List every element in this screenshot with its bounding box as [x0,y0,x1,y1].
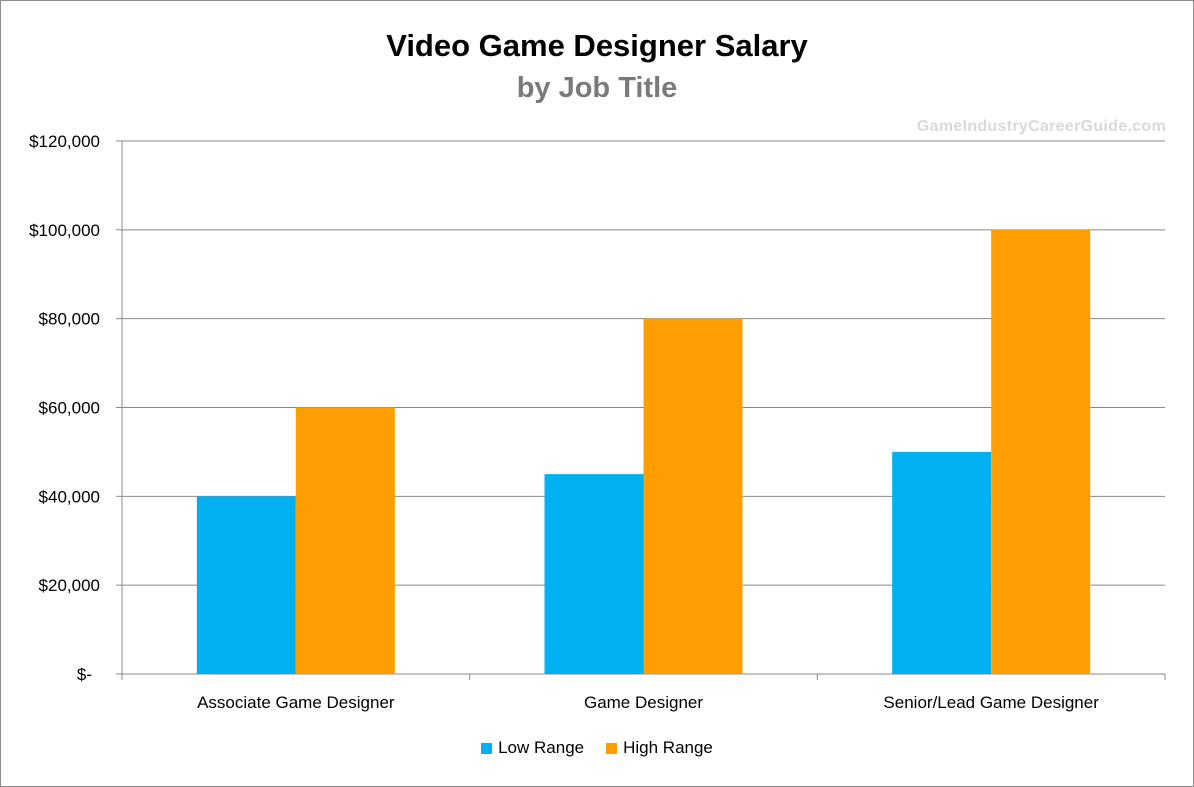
legend-label-high-range: High Range [623,738,713,757]
y-tick-label: $100,000 [29,221,100,240]
y-tick-label: $120,000 [29,132,100,151]
legend-item-high-range: High Range [606,738,713,758]
bar-high-range-3 [991,229,1091,675]
watermark: GameIndustryCareerGuide.com [916,118,1166,135]
legend: Low Range High Range [0,738,1194,758]
legend-label-low-range: Low Range [498,738,585,757]
bar-high-range-1 [295,407,395,674]
x-tick-label: Senior/Lead Game Designer [883,693,1099,712]
y-tick-label: $20,000 [39,576,100,595]
y-tick-label: $40,000 [39,487,100,506]
chart-subtitle: by Job Title [516,72,678,104]
y-tick-label: $80,000 [39,310,100,329]
y-tick-label: $60,000 [39,399,100,418]
legend-item-low-range: Low Range [481,738,584,758]
legend-swatch-low-range [481,742,493,754]
x-tick-label: Associate Game Designer [197,693,395,712]
bar-low-range-2 [544,474,644,674]
legend-swatch-high-range [606,742,618,754]
chart-title: Video Game Designer Salary [386,28,808,63]
bar-low-range-1 [196,496,296,674]
x-tick-label: Game Designer [584,693,703,712]
bar-high-range-2 [643,318,743,674]
y-tick-label: $- [77,665,92,684]
bar-low-range-3 [892,451,992,674]
